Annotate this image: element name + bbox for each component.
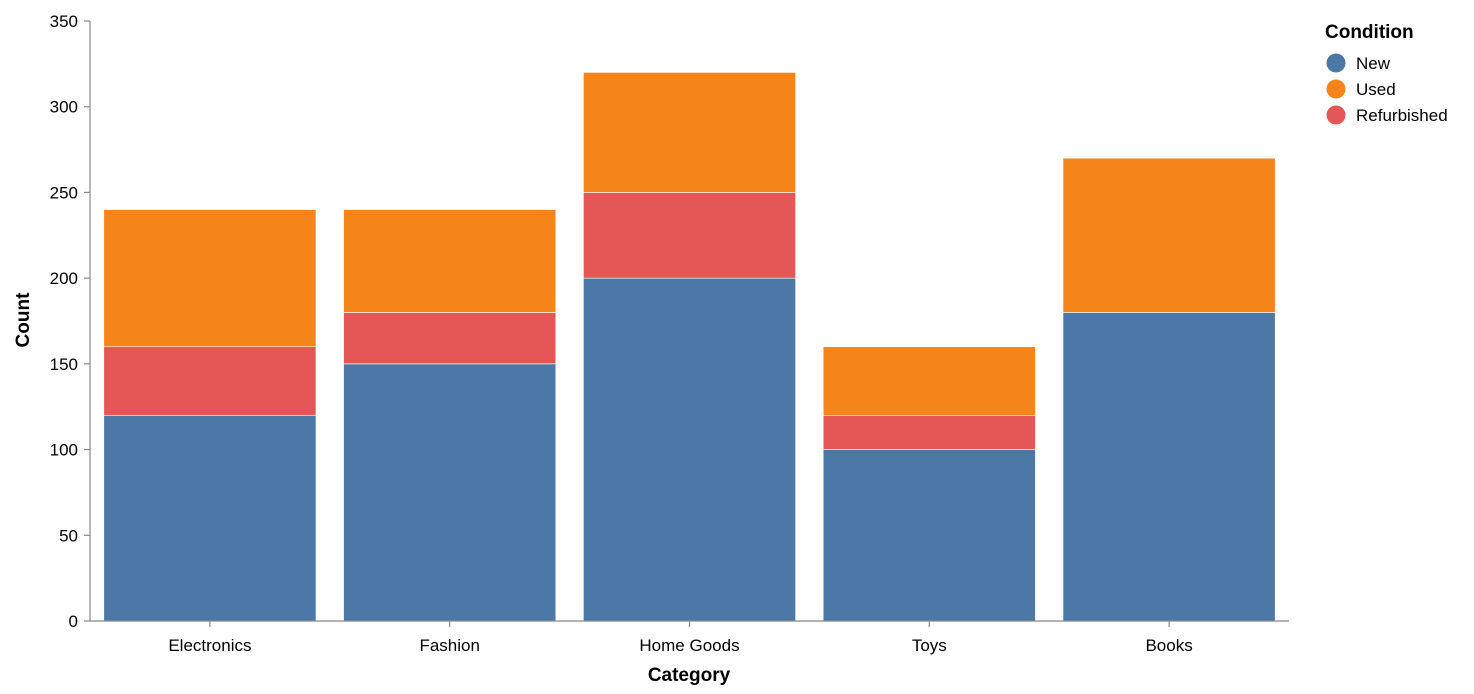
x-tick-label: Toys (912, 636, 947, 655)
bar-home-goods-new (583, 277, 796, 622)
y-axis: 0 50 100 150 200 250 300 350 (50, 12, 91, 631)
legend-label-refurbished: Refurbished (1356, 106, 1448, 125)
bars-group (103, 72, 1276, 622)
bar-fashion-new (343, 363, 557, 622)
legend: Condition New Used Refurbished (1325, 22, 1448, 125)
y-tick-label: 250 (50, 183, 78, 202)
bar-toys-used (822, 346, 1036, 416)
y-axis-title: Count (13, 292, 34, 348)
y-tick-label: 300 (50, 98, 78, 117)
bar-home-goods-refurbished (583, 192, 796, 279)
bar-books-used (1062, 157, 1276, 313)
bar-fashion-refurbished (343, 312, 557, 365)
y-tick-label: 0 (69, 612, 78, 631)
legend-swatch-used (1326, 79, 1346, 99)
legend-title: Condition (1325, 22, 1414, 43)
y-tick-label: 350 (50, 12, 78, 31)
legend-label-used: Used (1356, 80, 1396, 99)
bar-electronics-used (103, 209, 317, 348)
legend-label-new: New (1356, 54, 1391, 73)
y-tick-label: 200 (50, 269, 78, 288)
x-tick-label: Home Goods (639, 636, 739, 655)
x-tick-label: Electronics (168, 636, 251, 655)
y-tick-label: 100 (50, 441, 78, 460)
x-axis-title: Category (648, 665, 731, 686)
bar-electronics-new (103, 414, 317, 622)
legend-swatch-new (1326, 53, 1346, 73)
x-axis: Electronics Fashion Home Goods Toys Books (90, 620, 1289, 655)
y-tick-label: 150 (50, 355, 78, 374)
bar-toys-new (822, 449, 1036, 622)
x-tick-label: Fashion (419, 636, 479, 655)
y-tick-label: 50 (59, 526, 78, 545)
bar-toys-refurbished (822, 414, 1036, 450)
x-tick-label: Books (1145, 636, 1192, 655)
legend-swatch-refurbished (1326, 105, 1346, 125)
bar-fashion-used (343, 209, 557, 313)
bar-electronics-refurbished (103, 346, 317, 416)
bar-books-new (1062, 312, 1276, 622)
bar-home-goods-used (583, 72, 796, 193)
